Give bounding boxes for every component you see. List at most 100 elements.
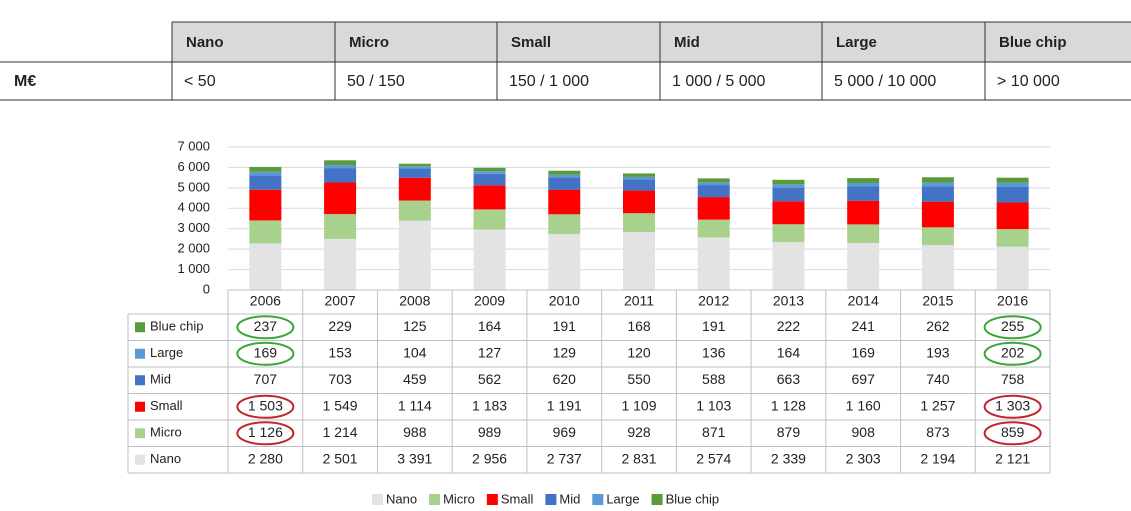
- bar-segment: [847, 183, 880, 187]
- value-label: 2 121: [995, 450, 1030, 466]
- value-label: 229: [328, 318, 352, 334]
- header-cell: Mid: [674, 34, 700, 51]
- y-tick-label: 4 000: [177, 200, 210, 215]
- bar-segment: [623, 232, 655, 290]
- bar-segment: [772, 242, 805, 290]
- bar-segment: [772, 224, 805, 243]
- legend-swatch: [592, 494, 604, 505]
- header-cell: Blue chip: [999, 34, 1067, 51]
- value-label: 871: [702, 424, 726, 440]
- cell: 50 / 150: [347, 73, 405, 90]
- value-label: 169: [852, 344, 876, 360]
- value-label: 989: [478, 424, 502, 440]
- x-tick-label: 2009: [474, 293, 505, 309]
- row-label: Mid: [150, 372, 171, 387]
- legend-label: Blue chip: [666, 491, 719, 506]
- bar-segment: [324, 168, 357, 183]
- bar-segment: [473, 185, 506, 210]
- bar-segment: [548, 234, 581, 290]
- bar-segment: [249, 220, 282, 244]
- value-label: 707: [254, 371, 278, 387]
- bar-segment: [996, 177, 1029, 183]
- value-label: 620: [553, 371, 577, 387]
- x-tick-label: 2010: [549, 293, 580, 309]
- bar-segment: [772, 201, 805, 225]
- bar-segment: [548, 170, 581, 175]
- value-label: 125: [403, 318, 427, 334]
- highlight-circle: [236, 315, 295, 340]
- bar-segment: [473, 209, 506, 230]
- value-label: 2 194: [920, 450, 955, 466]
- y-tick-label: 5 000: [177, 179, 210, 194]
- bar-segment: [398, 168, 431, 178]
- highlight-circle: [236, 421, 295, 446]
- bar-segment: [548, 177, 581, 190]
- bar-segment: [398, 166, 431, 169]
- value-label: 1 183: [472, 397, 507, 413]
- value-label: 164: [777, 344, 801, 360]
- legend-swatch: [429, 494, 441, 505]
- value-label: 697: [852, 371, 876, 387]
- highlight-circle: [983, 341, 1042, 366]
- x-tick-label: 2014: [848, 293, 879, 309]
- bar-segment: [996, 182, 1029, 188]
- value-label: 1 503: [248, 397, 283, 413]
- legend-label: Large: [606, 491, 639, 506]
- bar-segment: [249, 175, 282, 190]
- value-label: 459: [403, 371, 427, 387]
- legend-swatch: [135, 348, 145, 359]
- bar-segment: [772, 187, 805, 202]
- bar-segment: [996, 187, 1029, 203]
- bar-segment: [623, 176, 655, 180]
- header-cell: Nano: [186, 34, 224, 51]
- bar-segment: [623, 179, 655, 191]
- bar-segment: [473, 173, 506, 186]
- value-label: 2 574: [696, 450, 731, 466]
- bar-segment: [921, 201, 954, 228]
- bar-segment: [996, 246, 1029, 290]
- value-label: 703: [328, 371, 352, 387]
- bar-segment: [473, 167, 506, 172]
- value-label: 129: [553, 344, 577, 360]
- legend-swatch: [135, 454, 145, 465]
- value-label: 588: [702, 371, 726, 387]
- bar-segment: [548, 189, 581, 215]
- value-label: 104: [403, 344, 427, 360]
- header-cell: Micro: [349, 34, 389, 51]
- legend-swatch: [486, 494, 498, 505]
- value-label: 255: [1001, 318, 1025, 334]
- value-label: 127: [478, 344, 502, 360]
- cell: 5 000 / 10 000: [834, 73, 936, 90]
- bar-segment: [921, 245, 954, 290]
- value-label: 1 103: [696, 397, 731, 413]
- legend-swatch: [545, 494, 557, 505]
- value-label: 1 549: [323, 397, 358, 413]
- value-label: 859: [1001, 424, 1025, 440]
- legend-label: Mid: [559, 491, 580, 506]
- value-label: 262: [926, 318, 950, 334]
- row-label: M€: [14, 73, 36, 90]
- cell: < 50: [184, 73, 216, 90]
- value-label: 1 257: [920, 397, 955, 413]
- value-label: 969: [553, 424, 577, 440]
- value-label: 2 303: [846, 450, 881, 466]
- value-label: 908: [852, 424, 876, 440]
- x-tick-label: 2011: [624, 293, 654, 309]
- bar-segment: [697, 178, 730, 183]
- bar-segment: [921, 182, 954, 187]
- bar-segment: [249, 166, 282, 172]
- bar-segment: [249, 189, 282, 221]
- bar-segment: [921, 227, 954, 246]
- value-label: 928: [627, 424, 651, 440]
- value-label: 191: [553, 318, 577, 334]
- bar-segment: [249, 243, 282, 290]
- y-tick-label: 0: [203, 281, 210, 296]
- bar-segment: [473, 229, 506, 290]
- bar-segment: [697, 182, 730, 186]
- legend-swatch: [135, 322, 145, 333]
- value-label: 241: [852, 318, 876, 334]
- bar-segment: [324, 164, 357, 169]
- value-label: 988: [403, 424, 427, 440]
